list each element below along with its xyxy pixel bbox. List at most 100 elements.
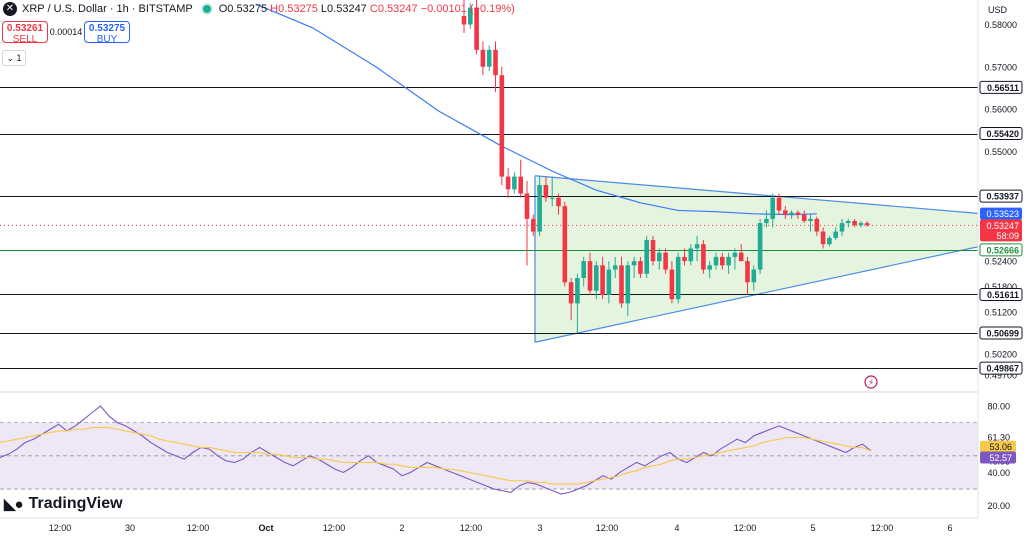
candle-body (764, 218, 769, 224)
level-label: 0.53937 (986, 192, 1019, 202)
candle-body (720, 256, 725, 266)
time-tick-label: 2 (399, 523, 404, 533)
triangle-fill (535, 175, 978, 343)
candle-body (701, 244, 706, 270)
indicator-count: 1 (16, 53, 22, 63)
candle-body (512, 176, 517, 190)
time-tick-label: Oct (258, 523, 273, 533)
level-label: 0.49867 (986, 364, 1019, 374)
candle-body (757, 223, 763, 270)
time-tick-label: 12:00 (871, 523, 894, 533)
rsi-value-label: 52.57 (989, 453, 1012, 463)
candle-body (606, 269, 612, 295)
sell-price: 0.53261 (6, 23, 44, 34)
candle-body (707, 265, 712, 270)
candle-body (531, 218, 536, 232)
sell-label: SELL (12, 34, 38, 45)
time-tick-label: 5 (810, 523, 815, 533)
candle-body (833, 231, 838, 238)
level-label: 0.55420 (986, 129, 1019, 139)
rsi-tick-label: 61.30 (987, 433, 1010, 443)
symbol-header: ✕ XRP / U.S. Dollar · 1h · BITSTAMP O0.5… (0, 0, 515, 18)
symmetrical-triangle-pattern (534, 175, 979, 343)
tradingview-mark-icon: ◣● (4, 496, 24, 513)
candle-body (461, 16, 467, 25)
price-tick-label: 0.51200 (984, 307, 1017, 317)
time-tick-label: 12:00 (323, 523, 346, 533)
candle-body (468, 7, 473, 25)
countdown-label: 58:09 (996, 231, 1019, 241)
candle-body (575, 278, 580, 304)
trade-panel: 0.53261 SELL 0.00014 0.53275 BUY (2, 21, 130, 45)
level-label-box (979, 127, 1023, 141)
level-label: 0.52666 (986, 245, 1019, 255)
level-label-box (979, 80, 1023, 94)
level-label-box (979, 287, 1023, 301)
candle-body (493, 49, 498, 76)
candle-body (726, 256, 731, 266)
time-tick-label: 12:00 (596, 523, 619, 533)
lightning-alert-glyph: ⚡ (868, 379, 874, 389)
rsi-tick-label: 40.00 (987, 468, 1010, 478)
lightning-alert-icon (864, 375, 878, 389)
level-label: 0.50699 (986, 329, 1019, 339)
high-value: H0.53275 (270, 3, 318, 15)
candle-body (505, 176, 511, 190)
price-tick-label: 0.58000 (984, 20, 1017, 30)
candle-body (657, 252, 662, 262)
time-tick-label: 4 (674, 523, 679, 533)
candle-body (738, 252, 744, 262)
rsi-ma-line (0, 427, 872, 485)
time-tick-label: 3 (537, 523, 542, 533)
rsi-band (0, 422, 978, 490)
symbol-title[interactable]: XRP / U.S. Dollar · 1h · BITSTAMP (22, 3, 193, 15)
level-label-box (979, 326, 1023, 340)
candle-body (537, 185, 542, 232)
time-tick-label: 12:00 (734, 523, 757, 533)
level-label-box (979, 243, 1023, 257)
level-label: 0.56511 (987, 83, 1019, 93)
tradingview-logo: ◣● TradingView (4, 495, 123, 513)
time-tick-label: 6 (947, 523, 952, 533)
moving-average-line (255, 3, 817, 216)
rsi-value-tag (980, 451, 1016, 464)
horizontal-levels: ⚡ (0, 87, 978, 389)
candle-body (543, 185, 549, 198)
price-tick-label: 0.55000 (984, 147, 1017, 157)
candle-body (688, 248, 694, 262)
time-axis: 12:00 30 12:00 Oct 12:00 2 12:00 3 12:00 4 12:00 5 1… (49, 523, 953, 533)
candle-body (594, 265, 599, 291)
low-value: L0.53247 (320, 3, 367, 15)
candle-body (682, 256, 687, 262)
candle-body (745, 261, 750, 283)
price-tag-label: 0.53523 (986, 209, 1019, 219)
buy-label: BUY (96, 34, 118, 45)
indicator-toggle-button[interactable]: ⌄ 1 (2, 50, 26, 66)
candle-body (587, 261, 593, 291)
candle-body (820, 231, 826, 245)
candle-body (631, 261, 637, 266)
candle-body (694, 244, 700, 249)
market-status-icon (202, 5, 211, 13)
upper-trendline (534, 175, 979, 214)
candle-body (650, 240, 656, 262)
candle-body (556, 197, 561, 207)
chart-grid (0, 391, 1024, 519)
price-axis: 0.58000 0.57000 0.56000 0.55000 0.52400 0.518… (977, 0, 1024, 538)
x-logo-icon: ✕ (3, 2, 17, 16)
candle-body (789, 212, 794, 215)
time-tick-label: 12:00 (460, 523, 483, 533)
level-label: 0.51611 (987, 290, 1019, 300)
buy-button[interactable]: 0.53275 BUY (84, 21, 130, 45)
candle-body (486, 49, 492, 67)
currency-selector[interactable]: USD (988, 5, 1008, 15)
candle-body (568, 282, 574, 304)
price-tick-label: 0.49700 (984, 371, 1017, 381)
candle-body (808, 218, 813, 221)
sell-button[interactable]: 0.53261 SELL (2, 21, 48, 45)
candle-body (625, 265, 631, 304)
change-value: −0.00101 (−0.19%) (420, 3, 515, 15)
rsi-panel (0, 405, 978, 495)
candle-body (846, 220, 851, 224)
